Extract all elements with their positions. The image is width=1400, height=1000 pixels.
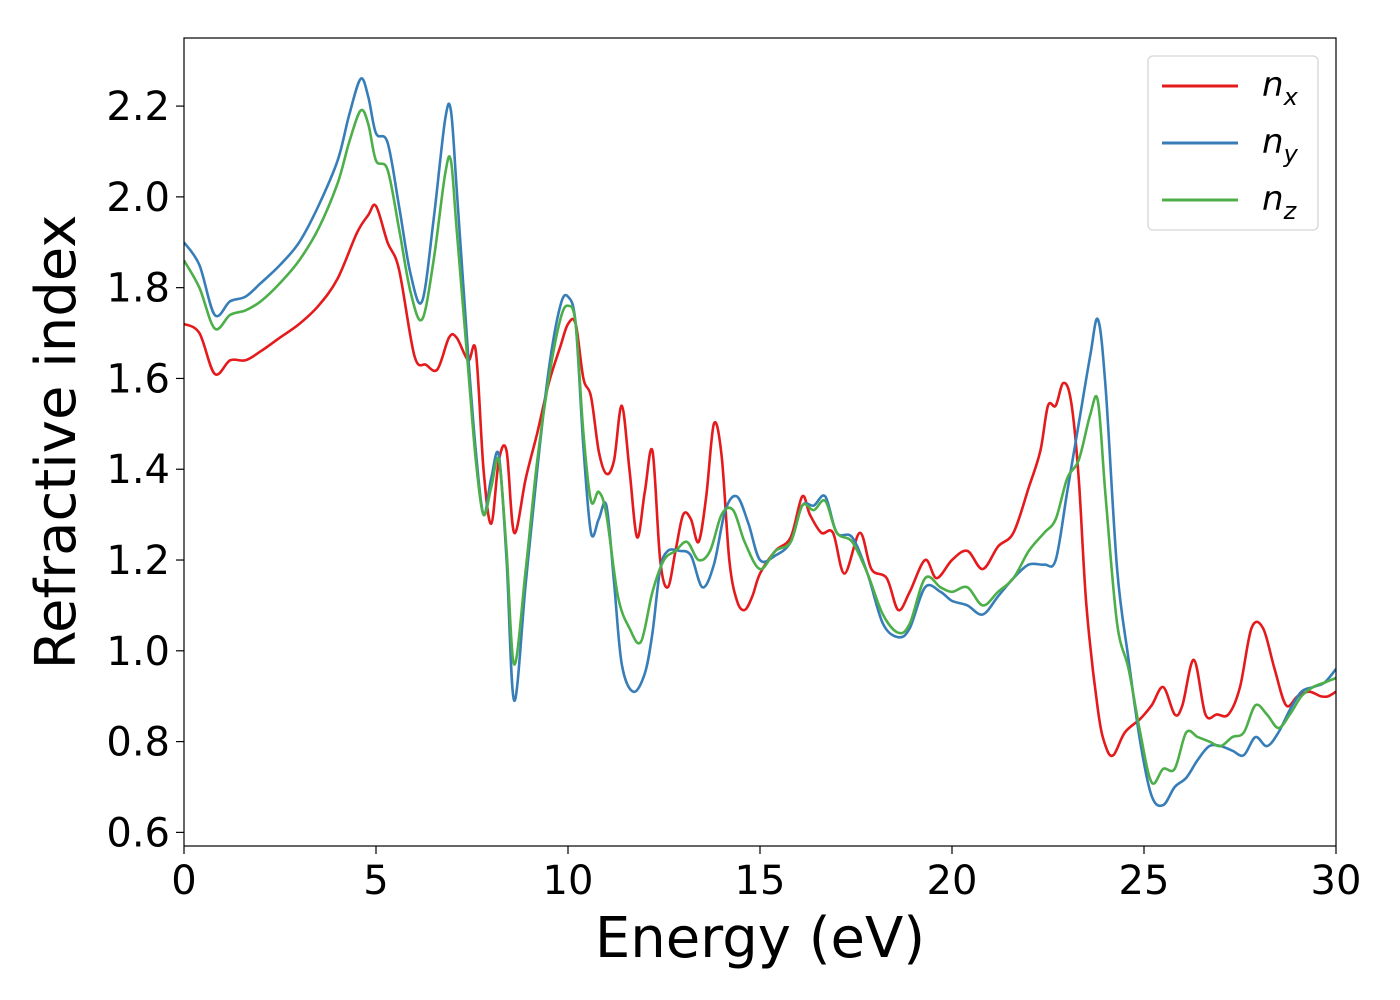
y-tick-label: 1.6: [106, 356, 170, 402]
legend-label-nx: nx: [1262, 65, 1299, 111]
x-tick-label: 15: [735, 858, 786, 904]
legend-label-ny: ny: [1262, 122, 1299, 168]
series-line-nz: [184, 108, 1336, 785]
legend: nx ny nz: [1147, 55, 1319, 231]
y-tick-label: 1.4: [106, 447, 170, 493]
x-tick-label: 30: [1311, 858, 1362, 904]
x-tick-label: 25: [1119, 858, 1170, 904]
axis-ticks: 0 5 10 15 20 25 30 0.6 0.8 1.0 1.2 1.4 1.6 1.8 2.0 2.2: [106, 84, 1361, 904]
y-axis-title: Refractive index: [24, 215, 89, 670]
legend-label-nz: nz: [1262, 179, 1298, 225]
y-tick-label: 2.2: [106, 84, 170, 130]
x-tick-label: 10: [543, 858, 594, 904]
plot-area: [184, 77, 1336, 808]
x-tick-label: 20: [927, 858, 978, 904]
x-tick-label: 5: [363, 858, 388, 904]
y-tick-label: 1.0: [106, 629, 170, 675]
y-tick-label: 1.8: [106, 266, 170, 312]
y-tick-label: 0.8: [106, 720, 170, 766]
y-tick-label: 1.2: [106, 538, 170, 584]
x-axis-title: Energy (eV): [595, 906, 925, 971]
series-line-nx: [184, 203, 1336, 758]
y-tick-label: 2.0: [106, 175, 170, 221]
x-tick-label: 0: [171, 858, 196, 904]
y-tick-label: 0.6: [106, 810, 170, 856]
